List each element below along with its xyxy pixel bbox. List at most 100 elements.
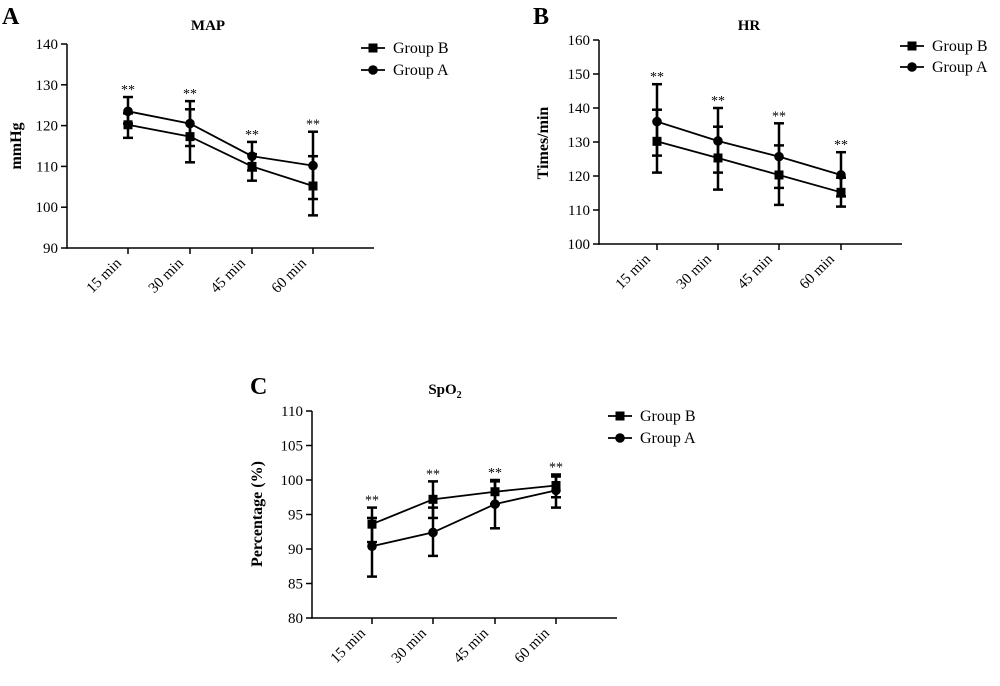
legend-label: Group B [640,408,696,425]
series-line [656,120,842,176]
series-line [127,110,314,167]
y-tick-label: 130 [568,135,591,151]
series-group-b [367,475,561,544]
y-axis-label: mmHg [8,122,25,169]
series-group-b [652,108,846,208]
series-line [371,489,557,548]
y-tick-label: 105 [281,439,304,455]
y-tick-label: 140 [36,37,59,53]
square-marker [428,494,438,504]
y-tick-label: 110 [281,404,303,420]
y-tick-label: 110 [36,159,58,175]
x-tick-label: 15 min [613,251,654,292]
legend-label: Group A [393,62,449,79]
x-tick-label: 45 min [208,255,249,296]
legend-item-group-b: Group B [361,40,449,57]
panel-letter: A [2,4,20,30]
x-tick-label: 15 min [328,625,369,666]
significance-marker: ** [121,83,135,98]
legend-label: Group A [640,430,696,447]
legend-square-marker [368,43,378,53]
legend-circle-marker [615,433,625,443]
x-tick-label: 15 min [84,255,125,296]
legend-square-marker [615,411,625,421]
significance-marker: ** [426,467,440,482]
x-tick-label: 30 min [674,251,715,292]
y-tick-label: 100 [281,473,304,489]
x-tick-label: 60 min [797,251,838,292]
significance-marker: ** [834,138,848,153]
significance-marker: ** [711,94,725,109]
panel-letter: B [533,4,549,30]
y-tick-label: 110 [568,203,590,219]
series-group-a [652,82,846,198]
circle-marker [308,160,318,171]
legend-label: Group B [932,38,988,55]
y-tick-label: 150 [568,67,591,83]
chart-title-main: SpO [428,382,456,398]
series-group-a [367,473,561,578]
circle-marker [428,527,438,538]
chart-title: SpO2 [428,382,461,401]
x-tick-label: 45 min [735,251,776,292]
x-tick-label: 30 min [146,255,187,296]
series-group-a [123,95,318,201]
legend-square-marker [907,41,917,51]
significance-marker: ** [549,460,563,475]
circle-marker [185,118,195,129]
chart-title: HR [738,18,761,34]
legend-item-group-b: Group B [608,408,696,425]
y-tick-label: 100 [568,237,591,253]
legend-item-group-a: Group A [361,62,449,79]
significance-marker: ** [365,494,379,509]
y-tick-label: 140 [568,101,591,117]
legend-circle-marker [368,65,378,75]
y-tick-label: 120 [36,119,59,135]
legend-item-group-b: Group B [900,38,988,55]
y-tick-label: 120 [568,169,591,185]
y-tick-label: 90 [43,241,58,257]
series-line [371,484,557,525]
panel-letter: C [250,374,267,400]
y-tick-label: 90 [288,542,303,558]
legend-label: Group B [393,40,449,57]
y-tick-label: 160 [568,33,591,49]
series-line [127,123,314,187]
circle-marker [247,151,257,161]
significance-marker: ** [245,128,259,143]
y-tick-label: 85 [288,577,303,593]
x-tick-label: 45 min [451,625,492,666]
y-tick-label: 130 [36,78,59,94]
legend-item-group-a: Group A [608,430,696,447]
circle-marker [367,541,377,552]
circle-marker [652,116,662,127]
circle-marker [713,136,723,146]
y-tick-label: 95 [288,508,303,524]
legend-label: Group A [932,59,988,76]
y-tick-label: 80 [288,611,303,627]
circle-marker [490,499,500,509]
circle-marker [551,485,561,496]
panel-c: C SpO2 Percentage (%) 80 85 90 95 100 105 110 15 m… [249,374,696,667]
x-tick-label: 60 min [512,625,553,666]
y-axis-label: Percentage (%) [249,461,266,567]
significance-marker: ** [183,87,197,102]
chart-title-subscript: 2 [457,390,462,401]
y-tick-label: 100 [36,200,59,216]
series-line [656,140,842,194]
chart-title-main: MAP [191,18,225,34]
circle-marker [774,151,784,162]
significance-marker: ** [306,118,320,133]
circle-marker [123,106,133,117]
circle-marker [836,170,846,180]
chart-title-main: HR [738,18,761,34]
panel-a: A MAP mmHg 90 100 110 120 130 140 15 min 30 min 45 … [2,4,449,297]
significance-marker: ** [650,70,664,85]
legend-item-group-a: Group A [900,59,988,76]
legend-circle-marker [907,62,917,72]
chart-title: MAP [191,18,225,34]
significance-marker: ** [772,109,786,124]
panel-b: B HR Times/min 100 110 120 130 140 150 160 15 min 3… [533,4,988,293]
y-axis-label: Times/min [535,107,552,180]
